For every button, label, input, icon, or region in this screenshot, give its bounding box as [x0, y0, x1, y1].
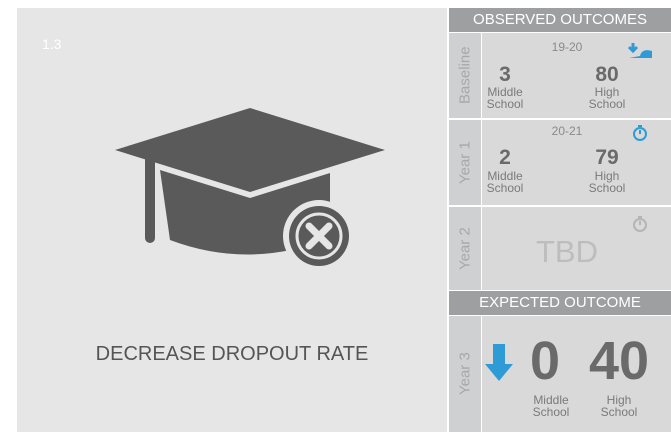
middle-value: 3	[499, 63, 511, 86]
row-label: Year 1	[449, 120, 481, 205]
timer-icon	[633, 216, 647, 232]
main-panel: 1.3 DECREASE DROPOUT RATE	[17, 8, 447, 432]
high-label: High School	[600, 393, 638, 419]
row-label: Baseline	[449, 33, 481, 118]
row-label: Year 2	[449, 207, 481, 290]
middle-value: 0	[529, 331, 561, 391]
tile-id: 1.3	[42, 36, 62, 52]
observed-heading: OBSERVED OUTCOMES	[449, 8, 671, 32]
period: 19-20	[551, 40, 583, 54]
status: TBD	[536, 234, 598, 269]
middle-label: Middle School	[486, 85, 524, 111]
row-content: TBD	[482, 207, 671, 290]
down-arrow	[485, 344, 513, 381]
high-value: 40	[588, 331, 650, 391]
middle-label: Middle School	[532, 393, 570, 419]
row-content: 0 Middle School 40 High School	[482, 316, 671, 432]
period: 20-21	[551, 124, 583, 138]
row-content: 20-21 2 Middle School 79 High School	[482, 120, 671, 205]
row-content: 19-20 3 Middle School 80 High School	[482, 33, 671, 118]
high-value: 80	[595, 63, 619, 86]
expected-heading: EXPECTED OUTCOME	[449, 291, 671, 315]
dropout-icon	[115, 108, 385, 272]
high-label: High School	[588, 85, 626, 111]
row-label: Year 3	[449, 316, 481, 432]
middle-value: 2	[499, 146, 511, 169]
high-value: 79	[595, 146, 619, 169]
high-label: High School	[588, 169, 626, 195]
baseline-icon	[628, 43, 652, 58]
tile-title: DECREASE DROPOUT RATE	[95, 343, 369, 365]
timer-icon	[633, 125, 647, 141]
middle-label: Middle School	[486, 169, 524, 195]
